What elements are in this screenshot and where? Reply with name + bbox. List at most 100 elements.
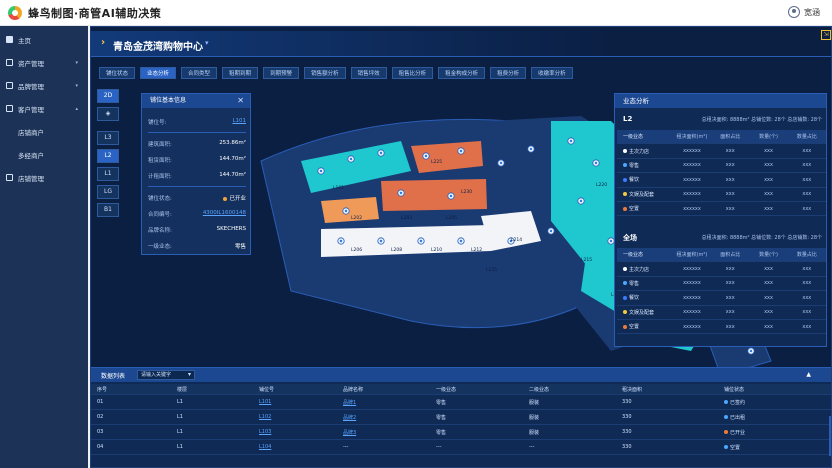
tab-fee-analysis[interactable]: 租费分析 <box>490 67 527 79</box>
sidebar-item-store-tenants[interactable]: 店铺商户 <box>18 128 44 137</box>
legend-dot <box>623 163 627 168</box>
table-cell: --- <box>436 444 442 450</box>
store-pin-icon[interactable] <box>747 347 755 355</box>
map-zone-vacant[interactable] <box>411 141 483 173</box>
floor-button-b1[interactable]: B1 <box>97 203 119 217</box>
value-cell: xxx <box>725 205 735 212</box>
fullscreen-icon[interactable]: ⇲ <box>821 30 831 40</box>
analysis-row[interactable]: 主次力店 xxxxxx xxx xxx xxx <box>617 262 826 277</box>
store-pin-icon[interactable] <box>317 167 325 175</box>
map-zone-anchor-2[interactable] <box>481 211 541 251</box>
table-cell[interactable]: 品牌3 <box>343 429 357 436</box>
tab-collection-rate[interactable]: 收缴率分析 <box>531 67 573 79</box>
user-menu[interactable]: 宽涵 <box>788 6 820 18</box>
store-pin-icon[interactable] <box>417 237 425 245</box>
store-pin-icon[interactable] <box>507 237 515 245</box>
sidebar-item-multi-tenants[interactable]: 多经商户 <box>18 151 44 160</box>
map-zone-anchor[interactable] <box>321 225 491 257</box>
mall-dropdown-icon[interactable]: ▾ <box>205 39 209 47</box>
analysis-row[interactable]: 空置 xxxxxx xxx xxx xxx <box>617 202 826 217</box>
floor-button-l1[interactable]: L1 <box>97 167 119 181</box>
tab-rent-composition[interactable]: 租金构成分析 <box>438 67 486 79</box>
unit-info-header: 铺位基本信息 ✕ <box>142 94 250 108</box>
store-pin-icon[interactable] <box>342 207 350 215</box>
analysis-row[interactable]: 文娱及配套 xxxxxx xxx xxx xxx <box>617 306 826 320</box>
list-table-header: 序号 楼层 铺位号 品牌名称 一级业态 二级业态 租决面积 铺位状态 <box>91 384 831 395</box>
analysis-row[interactable]: 主次力店 xxxxxx xxx xxx xxx <box>617 144 826 159</box>
map-zone-catering[interactable] <box>321 197 379 223</box>
value-cell: xxxxxx <box>683 280 701 287</box>
sidebar-item-assets[interactable]: 资产管理 ▾ <box>0 51 88 74</box>
sidebar-item-customers[interactable]: 客户管理 ▴ <box>0 97 88 120</box>
store-pin-icon[interactable] <box>497 159 505 167</box>
tab-category-analysis[interactable]: 业态分析 <box>140 67 177 79</box>
store-pin-icon[interactable] <box>377 149 385 157</box>
table-cell[interactable]: L104 <box>259 444 272 450</box>
tab-sales-analysis[interactable]: 销售额分析 <box>304 67 346 79</box>
collapse-icon[interactable]: ▲ <box>806 371 811 378</box>
category-analysis-panel: 业态分析 L2 总租决面积: 8888m² 总铺位数: 28个 总店铺数: 28… <box>614 93 827 347</box>
tab-lease-expiry[interactable]: 租期到期 <box>222 67 259 79</box>
store-pin-icon[interactable] <box>337 237 345 245</box>
store-pin-icon[interactable] <box>457 237 465 245</box>
store-pin-icon[interactable] <box>422 152 430 160</box>
status-cell: 已签约 <box>718 399 808 406</box>
tab-unit-status[interactable]: 铺位状态 <box>99 67 136 79</box>
analysis-row[interactable]: 餐饮 xxxxxx xxx xxx xxx <box>617 291 826 306</box>
table-cell: 330 <box>622 399 632 405</box>
customer-icon <box>6 105 13 112</box>
sidebar-item-home[interactable]: 主页 <box>0 28 88 51</box>
analysis-row[interactable]: 文娱及配套 xxxxxx xxx xxx xxx <box>617 188 826 202</box>
store-pin-icon[interactable] <box>347 155 355 163</box>
floor-button-l2[interactable]: L2 <box>97 149 119 163</box>
tab-rent-sales-ratio[interactable]: 租售比分析 <box>391 67 434 79</box>
value-cell: xxx <box>725 323 735 330</box>
info-lease-area: 租赁面积: 144.70m² <box>148 156 246 164</box>
store-pin-icon[interactable] <box>457 147 465 155</box>
floor-button-lg[interactable]: LG <box>97 185 119 199</box>
keyword-select[interactable]: 请输入关键字 <box>137 370 195 380</box>
data-list-title: 数据列表 <box>101 373 126 380</box>
table-row[interactable]: 04 L1 L104 --- --- --- 330 空置 <box>91 440 831 455</box>
store-pin-icon[interactable] <box>592 159 600 167</box>
table-row[interactable]: 01 L1 L101 品牌1 零售 服装 330 已签约 <box>91 395 831 410</box>
table-cell[interactable]: 品牌1 <box>343 399 357 406</box>
table-cell[interactable]: L101 <box>259 399 272 405</box>
store-pin-icon[interactable] <box>547 227 555 235</box>
app-logo-icon <box>8 5 22 20</box>
store-pin-icon[interactable] <box>377 237 385 245</box>
store-pin-icon[interactable] <box>577 197 585 205</box>
sidebar-item-store-management[interactable]: 店铺管理 <box>0 166 88 189</box>
data-list-panel: 数据列表 请输入关键字 ▲ 序号 楼层 铺位号 品牌名称 一级业态 二级业态 租决面积 铺位状… <box>91 367 831 467</box>
analysis-row[interactable]: 零售 xxxxxx xxx xxx xxx <box>617 159 826 174</box>
tab-sales-efficiency[interactable]: 销售坪效 <box>350 67 387 79</box>
table-cell[interactable]: L102 <box>259 414 272 420</box>
store-pin-icon[interactable] <box>397 189 405 197</box>
tab-expiry-warning[interactable]: 到期预警 <box>263 67 300 79</box>
table-cell[interactable]: L103 <box>259 429 272 435</box>
table-cell[interactable]: 品牌2 <box>343 414 357 421</box>
map-zone-vacant-2[interactable] <box>381 179 487 211</box>
list-scrollbar[interactable] <box>829 416 831 456</box>
store-pin-icon[interactable] <box>527 145 535 153</box>
analysis-row[interactable]: 零售 xxxxxx xxx xxx xxx <box>617 277 826 292</box>
asset-icon <box>6 59 13 66</box>
map-unit-label: L215 <box>581 257 592 263</box>
floor-button-l3[interactable]: L3 <box>97 131 119 145</box>
table-row[interactable]: 03 L1 L103 品牌3 零售 服装 330 已开业 <box>91 425 831 440</box>
value-cell: xxx <box>764 294 773 301</box>
tab-contract-type[interactable]: 合同类型 <box>181 67 218 79</box>
info-brand-name: 品牌名称: SKECHERS <box>148 226 246 234</box>
analysis-row[interactable]: 空置 xxxxxx xxx xxx xxx <box>617 320 826 335</box>
table-row[interactable]: 02 L1 L102 品牌2 零售 服装 330 已出租 <box>91 410 831 425</box>
analysis-row[interactable]: 餐饮 xxxxxx xxx xxx xxx <box>617 173 826 188</box>
table-cell: 零售 <box>436 414 447 421</box>
store-pin-icon[interactable] <box>567 137 575 145</box>
sidebar-item-brands[interactable]: 品牌管理 ▾ <box>0 74 88 97</box>
layers-button[interactable]: ◈ <box>97 107 119 121</box>
store-pin-icon[interactable] <box>447 192 455 200</box>
view-2d-button[interactable]: 2D <box>97 89 119 103</box>
close-icon[interactable]: ✕ <box>237 96 244 105</box>
data-list-table: 序号 楼层 铺位号 品牌名称 一级业态 二级业态 租决面积 铺位状态 01 L1 L101 品牌1 零售… <box>91 384 831 455</box>
column-header: 租决面积 <box>622 386 643 393</box>
